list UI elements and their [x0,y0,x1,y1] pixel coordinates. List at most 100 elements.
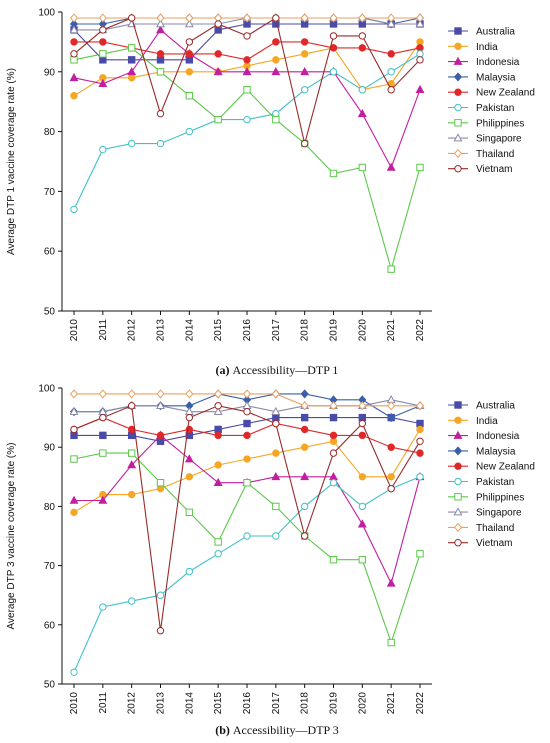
legend-item: Singapore [448,507,522,519]
data-point [127,74,136,82]
data-point [243,419,251,428]
data-point [127,56,136,64]
data-point [185,56,194,64]
legend-label: Vietnam [476,538,513,549]
data-point [416,425,424,434]
data-point [358,163,367,172]
data-point [127,490,136,499]
data-point [329,401,338,411]
data-point [358,86,367,94]
data-point [243,532,251,540]
data-point [300,425,309,434]
data-point [214,20,222,28]
caption-label: (b) [215,723,233,737]
data-point [127,66,137,76]
legend-marker [454,119,462,127]
data-point [69,72,79,82]
data-point [387,68,395,76]
legend-marker [454,477,462,486]
x-tick-label: 2020 [357,692,368,715]
data-point [415,13,425,23]
data-point [387,484,395,493]
data-point [127,139,136,148]
x-tick-label: 2014 [184,319,195,342]
x-tick-label: 2011 [98,692,109,714]
data-point [300,13,309,23]
data-point [213,406,223,415]
data-point [300,532,309,540]
data-point [99,38,107,46]
data-point [70,205,78,214]
data-point [70,38,78,46]
data-point [271,471,281,481]
data-point [185,50,194,58]
data-point [329,431,338,440]
data-point [329,479,338,487]
x-tick-label: 2011 [98,319,109,341]
series-philippines [70,44,424,273]
legend-marker [454,165,462,173]
legend-item: Philippines [448,492,524,503]
legend-marker [453,56,463,65]
x-tick-label: 2012 [127,692,138,715]
legend-label: Singapore [476,134,522,145]
data-point [127,389,136,399]
legend-item: Philippines [448,118,524,129]
data-point [358,502,367,511]
x-tick-label: 2021 [386,319,397,342]
x-tick-label: 2021 [386,692,397,715]
x-tick-label: 2013 [156,692,167,715]
legend-label: Singapore [476,508,522,519]
data-point [127,44,136,52]
data-point [243,32,251,40]
data-point [156,13,165,23]
data-point [156,109,165,118]
data-point [271,406,281,415]
data-point [156,56,165,64]
series-line [73,23,420,61]
x-tick-label: 2018 [300,319,311,342]
legend-label: Indonesia [476,57,520,68]
legend-item: Malaysia [448,446,516,457]
data-point [184,19,194,28]
data-point [99,50,107,58]
data-point [185,508,194,517]
data-point [329,32,338,40]
y-axis-label: Average DTP 3 vaccine coverage rate (%) [6,443,17,630]
legend-marker [453,430,463,439]
data-point [416,38,424,46]
legend-label: Pakistan [476,103,514,114]
data-point [358,32,367,40]
data-point [329,449,338,457]
data-point [70,50,78,58]
data-point [214,115,222,124]
legend-marker [454,416,462,424]
data-point [387,265,395,273]
legend-label: Pakistan [476,477,514,488]
series-philippines [70,449,424,647]
data-point [242,400,252,410]
data-point [127,597,136,605]
data-point [156,479,165,487]
legend-item: New Zealand [448,88,535,99]
data-point [99,413,107,422]
legend-item: Indonesia [448,430,520,442]
data-point [214,538,222,546]
legend-marker [453,522,463,532]
figure-caption: (b) Accessibility—DTP 3 [215,723,339,737]
data-point [156,19,165,28]
data-point [98,78,108,88]
data-point [99,603,107,611]
x-tick-label: 2020 [357,319,368,342]
data-point [386,162,396,171]
x-tick-label: 2018 [300,692,311,715]
data-point [300,401,309,411]
data-point [416,56,424,64]
data-point [69,495,79,504]
y-tick-label: 70 [44,187,56,198]
series-pakistan [70,473,424,676]
data-point [243,479,251,487]
data-point [272,502,280,511]
y-axis-label: Average DTP 1 vaccine coverage rate (%) [6,68,17,255]
data-point [213,66,223,76]
